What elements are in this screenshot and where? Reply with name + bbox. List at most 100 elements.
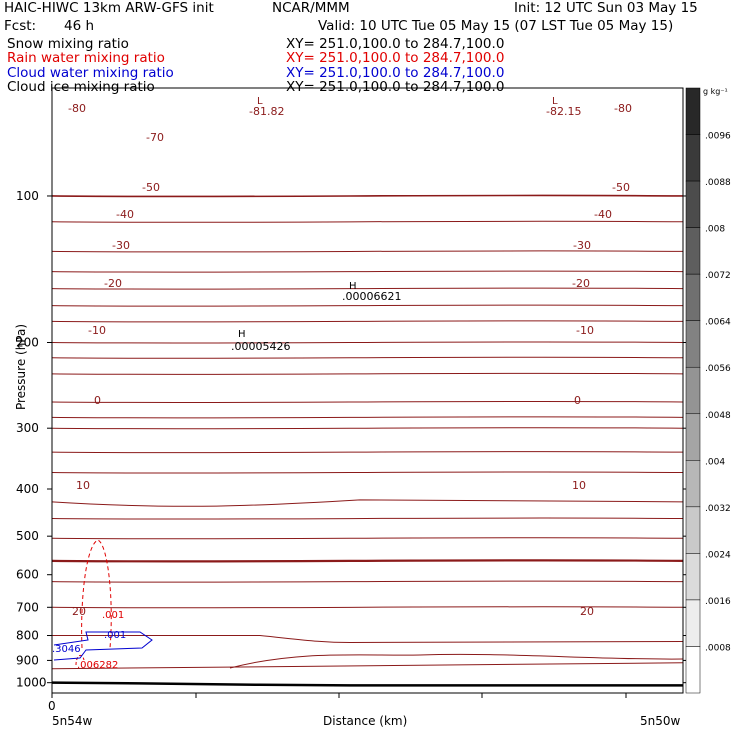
isotherm-line [51, 559, 684, 563]
y-tick-label: 1000 [16, 676, 47, 690]
isotherm-label: 20 [72, 605, 86, 618]
colorbar-label: .004 [705, 457, 725, 467]
isotherm-line [51, 499, 684, 507]
isotherm-line [51, 662, 684, 670]
colorbar-segment [685, 273, 701, 321]
colorbar-segment [685, 180, 701, 228]
isotherm-label: -50 [612, 181, 630, 194]
y-tick-label: 700 [16, 600, 39, 614]
isotherm-label: -20 [572, 277, 590, 290]
colorbar-label: .0056 [705, 364, 731, 374]
isotherm-line [51, 537, 684, 540]
field-name-cloud-water: Cloud water mixing ratio [7, 65, 174, 81]
isotherm-label: -80 [68, 102, 86, 115]
isotherm-line [51, 400, 684, 404]
isotherm-line [51, 471, 684, 474]
y-tick-label: 200 [16, 335, 39, 349]
isotherm-label: 0 [574, 394, 581, 407]
org-label: NCAR/MMM [272, 0, 350, 16]
forecast-hours: 46 h [64, 18, 95, 34]
isotherm-label: -50 [142, 181, 160, 194]
isotherm-line [229, 653, 684, 669]
rain-contour-label: .006282 [77, 660, 118, 671]
colorbar-segment [685, 366, 701, 415]
colorbar-segment [685, 320, 701, 368]
colorbar-label: .0088 [705, 178, 731, 188]
y-tick-label: 600 [16, 568, 39, 582]
isotherm-label: -10 [88, 324, 106, 337]
init-time: Init: 12 UTC Sun 03 May 15 [514, 0, 698, 16]
x-tick-label: 5n50w [640, 714, 681, 728]
colorbar-label: .008 [705, 225, 725, 235]
rain-contour [75, 654, 85, 666]
colorbar-label: .0048 [705, 411, 731, 421]
isotherm-line [51, 580, 684, 583]
y-tick-label: 100 [16, 189, 39, 203]
colorbar-label: .0064 [705, 318, 731, 328]
y-tick-label: 300 [16, 421, 39, 435]
extremum-marker: H [238, 329, 246, 340]
extremum-value: .00006621 [342, 290, 402, 303]
colorbar-label: .0008 [705, 643, 731, 653]
colorbar-label: .0024 [705, 550, 731, 560]
y-tick-label: 500 [16, 529, 39, 543]
isotherm-line [51, 250, 684, 253]
colorbar-segment [685, 506, 701, 554]
extremum-marker: L [257, 96, 263, 107]
isotherm-line [51, 270, 684, 273]
isotherm-line [51, 287, 684, 290]
cloud-water-contour [53, 631, 153, 661]
isotherm-line [51, 194, 684, 198]
colorbar-segment [685, 646, 701, 694]
y-tick-label: 900 [16, 653, 39, 667]
x-axis-label: Distance (km) [323, 714, 407, 728]
x-tick-label: 0 [48, 699, 56, 713]
valid-time: Valid: 10 UTC Tue 05 May 15 (07 LST Tue … [318, 18, 674, 34]
isotherm-label: 20 [580, 605, 594, 618]
cloud-water-label: .001 [104, 630, 126, 641]
isotherm-label: -40 [116, 208, 134, 221]
isotherm-line [51, 341, 684, 344]
colorbar-segment [685, 227, 701, 275]
field-xsec-rain: XY= 251.0,100.0 to 284.7,100.0 [286, 50, 505, 66]
forecast-label: Fcst: [4, 18, 37, 34]
isotherm-line [51, 372, 684, 375]
isotherm-line [51, 416, 684, 419]
isotherm-label: -70 [146, 131, 164, 144]
extremum-marker: L [552, 96, 558, 107]
cloud-water-label: .3046 [52, 644, 81, 655]
isotherm-label: -30 [573, 239, 591, 252]
isotherm-line [51, 451, 684, 454]
isotherm-line [52, 635, 684, 644]
colorbar-segment [685, 413, 701, 461]
field-name-cloud-ice: Cloud ice mixing ratio [7, 79, 155, 95]
y-tick-label: 400 [16, 482, 39, 496]
colorbar-label: .0072 [705, 271, 731, 281]
field-name-snow: Snow mixing ratio [7, 36, 129, 52]
isotherm-line [51, 320, 684, 323]
field-xsec-snow: XY= 251.0,100.0 to 284.7,100.0 [286, 36, 505, 52]
model-title: HAIC-HIWC 13km ARW-GFS init [4, 0, 214, 16]
rain-contour [81, 539, 112, 649]
isotherm-label: -40 [594, 208, 612, 221]
extremum-value: -82.15 [546, 105, 581, 118]
isotherm-label: -20 [104, 277, 122, 290]
plot-frame [51, 87, 684, 694]
colorbar-segment [685, 599, 701, 647]
field-name-rain: Rain water mixing ratio [7, 50, 165, 66]
isotherm-line [51, 356, 684, 359]
colorbar-segment [685, 134, 701, 182]
field-xsec-cloud-ice: XY= 251.0,100.0 to 284.7,100.0 [286, 79, 505, 95]
colorbar-segment [685, 553, 701, 601]
x-tick-label: 5n54w [52, 714, 93, 728]
colorbar-segment [685, 460, 701, 508]
field-xsec-cloud-water: XY= 251.0,100.0 to 284.7,100.0 [286, 65, 505, 81]
colorbar-unit: g kg⁻¹ [703, 87, 728, 96]
rain-contour-label: .001 [102, 610, 124, 621]
colorbar-label: .0032 [705, 504, 731, 514]
isotherm-label: -80 [614, 102, 632, 115]
isotherm-line [51, 304, 684, 307]
isotherm-line [51, 606, 684, 609]
isotherm-label: -30 [112, 239, 130, 252]
colorbar-segment [685, 87, 701, 135]
